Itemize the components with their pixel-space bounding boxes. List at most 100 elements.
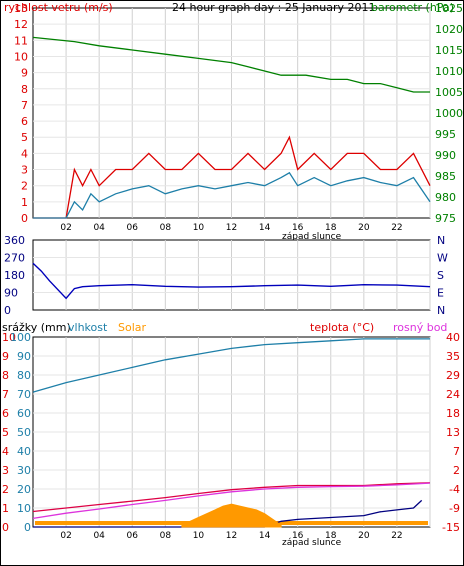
chart1-left-tick: 4	[21, 147, 28, 160]
chart1-x-ticks: 02 04 06 08 10 12 14 16 18 20 22	[60, 223, 402, 233]
chart3-right-tick: -15	[442, 521, 460, 534]
chart2-right-tick: E	[437, 287, 444, 300]
chart1-x-tick: 18	[325, 223, 337, 233]
chart3-label-teplota: teplota (°C)	[310, 321, 374, 334]
chart1-right-ticks: 1025 1020 1015 1010 1005 1000 995 990 985 980 975	[435, 2, 463, 225]
chart3-left-tick-red: 4	[2, 445, 9, 458]
chart2-left-tick: 0	[4, 304, 11, 317]
chart1-left-tick: 11	[14, 34, 28, 47]
chart2-right-tick: W	[437, 252, 448, 265]
chart3-x-tick: 14	[259, 531, 271, 541]
chart3-left-tick-blue: 20	[17, 483, 31, 496]
chart3-right-tick: -4	[449, 483, 460, 496]
chart3-right-tick: 29	[446, 369, 460, 382]
chart1-right-label: barometr (hPa)	[371, 1, 454, 14]
chart1-x-tick: 16	[292, 223, 304, 233]
chart3-left-tick-blue: 60	[17, 407, 31, 420]
chart1-left-tick: 8	[21, 83, 28, 96]
chart3-right-tick: -9	[449, 502, 460, 515]
chart1-left-tick: 3	[21, 164, 28, 177]
chart1-x-tick: 04	[93, 223, 105, 233]
chart1-left-tick: 0	[21, 212, 28, 225]
chart2-left-tick: 270	[4, 252, 25, 265]
chart3-grid	[33, 337, 431, 527]
chart2-series-line-0	[32, 262, 431, 300]
chart3-x-tick: 22	[391, 531, 402, 541]
chart1-series-line-0	[32, 36, 430, 93]
chart2-right-tick: S	[437, 269, 444, 282]
chart1-x-tick: 10	[193, 223, 205, 233]
chart3-x-tick: 10	[193, 531, 205, 541]
chart2-left-tick: 90	[4, 287, 18, 300]
chart3-x-tick: 08	[160, 531, 172, 541]
chart3-x-note: západ slunce	[282, 538, 342, 548]
chart3-left-tick-red: 8	[2, 369, 9, 382]
chart3-right-tick: 2	[453, 464, 460, 477]
chart2-left-ticks: 360 270 180 90 0	[4, 234, 25, 317]
chart3-right-tick: 7	[453, 445, 460, 458]
chart1-right-tick: 1010	[435, 65, 463, 78]
chart2-series	[32, 262, 431, 300]
chart1-x-tick: 14	[259, 223, 271, 233]
chart2-right-tick: N	[437, 234, 445, 247]
chart1-series-line-2	[33, 171, 431, 219]
chart3-x-tick: 06	[127, 531, 139, 541]
chart3-label-solar: Solar	[118, 321, 147, 334]
chart3-x-tick: 18	[325, 531, 337, 541]
chart1-x-tick: 20	[358, 223, 370, 233]
chart1-right-tick: 985	[435, 170, 456, 183]
chart3-left-tick-red: 10	[2, 331, 16, 344]
chart1-right-tick: 975	[435, 212, 456, 225]
chart1-right-tick: 1005	[435, 86, 463, 99]
chart3-left-tick-red: 9	[2, 350, 9, 363]
chart3-left-tick-blue: 80	[17, 369, 31, 382]
chart1-right-tick: 1020	[435, 23, 463, 36]
chart3-x-tick: 20	[358, 531, 370, 541]
chart1-series-line-1	[33, 135, 431, 219]
chart1-x-tick: 12	[226, 223, 237, 233]
chart2-left-tick: 180	[4, 269, 25, 282]
chart1-left-tick: 6	[21, 115, 28, 128]
chart3-right-ticks: 40 35 29 24 18 13 7 2 -4 -9 -15	[442, 331, 460, 534]
chart1-x-tick: 06	[127, 223, 139, 233]
chart1-left-tick: 10	[14, 50, 28, 63]
chart3-left-tick-blue: 30	[17, 464, 31, 477]
chart3-left-tick-blue: 40	[17, 445, 31, 458]
chart1-x-note: západ slunce	[282, 232, 342, 242]
chart3-label-rosny-bod: rosný bod	[393, 321, 447, 334]
chart3-x-tick: 16	[292, 531, 304, 541]
chart3-left-tick-red: 3	[2, 464, 9, 477]
chart3-series-line-2	[32, 482, 431, 520]
chart3-right-tick: 35	[446, 350, 460, 363]
chart3-left-tick-red: 5	[2, 426, 9, 439]
chart3-right-tick: 13	[446, 426, 460, 439]
chart1-x-tick: 08	[160, 223, 172, 233]
chart1-right-tick: 990	[435, 149, 456, 162]
chart1-left-tick: 2	[21, 180, 28, 193]
chart1-right-tick: 1015	[435, 44, 463, 57]
chart1-right-tick: 1025	[435, 2, 463, 15]
chart3-left-tick-red: 6	[2, 407, 9, 420]
chart3-left-tick-blue: 100	[10, 331, 31, 344]
chart1-left-tick: 9	[21, 67, 28, 80]
chart1-left-tick: 1	[21, 196, 28, 209]
chart1-left-tick: 13	[14, 2, 28, 15]
chart3-x-tick: 02	[60, 531, 71, 541]
chart1-x-tick: 22	[391, 223, 402, 233]
chart1-title: 24 hour graph day : 25 January 2011	[172, 1, 376, 14]
chart3-label-vlhkost: vlhkost	[68, 321, 108, 334]
chart2-grid	[33, 240, 431, 310]
chart3-left-tick-red: 2	[2, 483, 9, 496]
chart1-right-tick: 1000	[435, 107, 463, 120]
chart1-left-tick: 7	[21, 99, 28, 112]
chart1-x-tick: 02	[60, 223, 71, 233]
chart2-right-tick: N	[437, 304, 445, 317]
chart2-left-tick: 360	[4, 234, 25, 247]
chart3-left-tick-blue: 50	[17, 426, 31, 439]
chart3-left-tick-blue: 10	[17, 502, 31, 515]
chart3-right-tick: 40	[446, 331, 460, 344]
chart3-x-tick: 12	[226, 531, 237, 541]
